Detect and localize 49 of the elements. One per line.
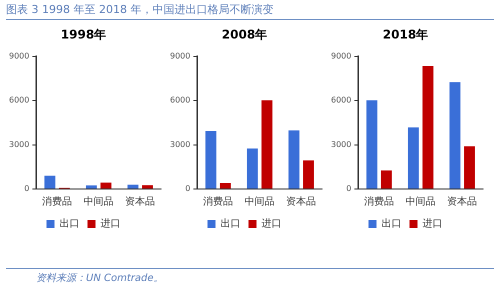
bar — [205, 130, 216, 188]
x-tick-label: 消费品 — [203, 196, 234, 208]
y-tick-label: 0 — [24, 184, 30, 194]
y-tick-label: 3000 — [331, 140, 352, 149]
bar — [380, 170, 392, 188]
y-tick-label: 3000 — [9, 140, 30, 149]
bar — [44, 176, 56, 188]
x-tick-label: 中间品 — [244, 196, 275, 208]
bar — [100, 182, 112, 188]
y-tick-label: 0 — [346, 184, 352, 194]
bar — [408, 127, 419, 188]
x-tick-label: 资本品 — [447, 196, 478, 208]
legend-label: 出口 — [220, 218, 240, 230]
x-tick-label: 消费品 — [42, 196, 72, 208]
x-tick-label: 资本品 — [125, 196, 156, 208]
y-tick-label: 6000 — [331, 96, 352, 105]
chart-title: 1998年 — [60, 27, 106, 42]
y-tick-label: 6000 — [170, 96, 190, 105]
y-tick-label: 9000 — [9, 51, 30, 60]
x-tick-label: 消费品 — [364, 196, 394, 208]
chart-title: 2018年 — [382, 27, 428, 42]
text: 图表 3 1998 年至 2018 年，中国进出口格局不断演变 — [6, 2, 494, 17]
x-tick-label: 中间品 — [84, 196, 114, 208]
x-tick-label: 资本品 — [286, 196, 316, 208]
legend-label: 进口 — [100, 218, 120, 230]
bar — [220, 182, 231, 188]
bar — [262, 100, 272, 188]
y-tick-label: 9000 — [331, 51, 352, 60]
bar — [366, 100, 378, 188]
bar — [86, 185, 97, 188]
bar — [142, 185, 153, 188]
legend-label: 出口 — [60, 218, 80, 230]
y-tick-label: 9000 — [170, 51, 190, 60]
y-tick-label: 3000 — [170, 140, 190, 149]
bar — [422, 66, 434, 188]
bar — [128, 184, 138, 188]
x-tick-label: 中间品 — [406, 196, 436, 208]
legend-label: 进口 — [422, 218, 442, 230]
bar — [450, 82, 460, 188]
y-tick-label: 6000 — [9, 96, 30, 105]
bar — [303, 160, 314, 188]
bar — [288, 130, 300, 188]
bar — [246, 148, 258, 188]
legend-label: 出口 — [382, 218, 402, 230]
bar — [464, 146, 475, 188]
y-tick-label: 0 — [185, 184, 190, 194]
chart-title: 2008年 — [222, 27, 268, 42]
text: 资料来源：UN Comtrade。 — [36, 272, 164, 285]
legend-label: 进口 — [262, 218, 282, 230]
